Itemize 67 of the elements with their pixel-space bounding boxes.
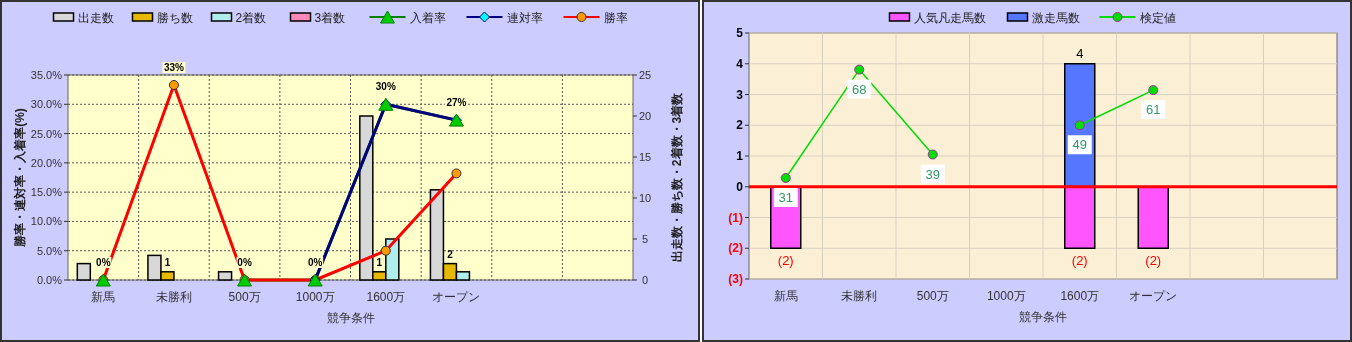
data-label: 49 [1072, 137, 1087, 153]
x-tick-label: 新馬 [91, 290, 116, 304]
legend-label: 激走馬数 [1031, 11, 1080, 25]
y-tick-label: 35.0% [30, 69, 63, 81]
y2-tick-label: 10 [638, 192, 652, 204]
x-tick-label: 未勝利 [155, 290, 192, 304]
data-label: 68 [852, 81, 867, 97]
y-tick-label: 25.0% [30, 127, 63, 140]
y-tick-label: 0 [736, 179, 744, 194]
data-label: 0% [307, 257, 323, 268]
y-tick-label: 4 [736, 56, 744, 71]
x-tick-label: 未勝利 [841, 289, 878, 303]
legend-label: 連対率 [506, 11, 543, 25]
legend-label: 人気凡走馬数 [913, 11, 986, 25]
legend-label: 2着数 [235, 11, 267, 25]
y-tick-label: 5.0% [36, 244, 63, 257]
legend-label: 検定値 [1139, 11, 1176, 25]
x-tick-label: 1600万 [366, 290, 406, 304]
data-label: 4 [1076, 45, 1084, 61]
legend-label: 勝率 [603, 11, 628, 25]
data-label: 39 [925, 166, 940, 182]
y-tick-label: 2 [736, 118, 744, 133]
y-tick-label: 3 [736, 87, 744, 102]
legend-label: 3着数 [314, 11, 346, 25]
y-tick-label: 10.0% [30, 215, 63, 228]
y-tick-label: (2) [728, 241, 743, 256]
x-tick-label: 500万 [228, 290, 261, 304]
data-label: 1 [164, 256, 171, 268]
x-tick-label: 1000万 [986, 289, 1026, 303]
data-label: 0% [96, 257, 111, 268]
x-tick-label: 新馬 [773, 289, 798, 303]
data-label: (2) [1071, 253, 1088, 269]
x-tick-label: オープン [432, 290, 481, 304]
y2-tick-label: 0 [641, 274, 649, 286]
y-axis-title: 勝率・連対率・入着率(%) [13, 108, 27, 248]
y-tick-label: 5 [736, 26, 744, 40]
x-axis-title: 競争条件 [1019, 310, 1067, 324]
x-tick-label: 500万 [916, 289, 949, 303]
x-tick-label: 1000万 [295, 290, 335, 304]
data-label: 0% [237, 257, 252, 268]
x-tick-label: 1600万 [1060, 289, 1100, 303]
data-label: 1 [376, 256, 383, 268]
y-tick-label: (3) [728, 272, 743, 286]
y-tick-label: 0.0% [36, 274, 63, 286]
y-tick-label: 1 [736, 149, 744, 163]
x-tick-label: オープン [1129, 289, 1178, 303]
y2-axis-title: 出走数・勝ち数・2着数・3着数 [670, 91, 684, 263]
data-label: 61 [1146, 102, 1161, 118]
data-label: 30% [375, 81, 396, 93]
y-tick-label: 20.0% [30, 156, 63, 169]
data-label: 31 [778, 189, 793, 205]
y-tick-label: 30.0% [30, 98, 63, 111]
y2-tick-label: 25 [638, 69, 652, 81]
data-label: 27% [446, 97, 467, 109]
y2-tick-label: 5 [641, 233, 649, 245]
data-label: 33% [163, 61, 185, 73]
y2-tick-label: 15 [638, 151, 652, 163]
legend-label: 勝ち数 [156, 11, 193, 25]
y2-tick-label: 20 [638, 110, 652, 122]
data-label: (2) [777, 253, 794, 269]
data-label: 2 [447, 248, 454, 260]
x-axis-title: 競争条件 [326, 311, 375, 325]
y-tick-label: (1) [728, 210, 743, 225]
y-tick-label: 15.0% [30, 186, 63, 199]
legend-label: 出走数 [77, 11, 114, 25]
legend-label: 入着率 [409, 11, 446, 25]
data-label: (2) [1145, 253, 1162, 269]
